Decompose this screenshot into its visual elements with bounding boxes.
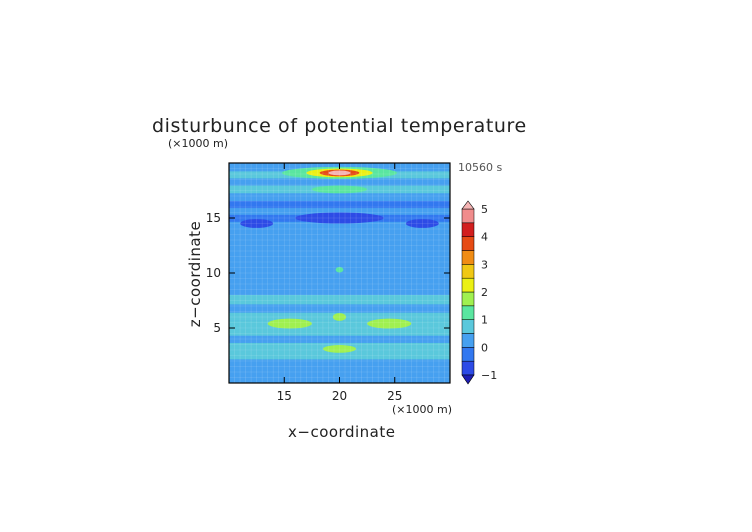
heatmap-band bbox=[229, 193, 450, 201]
heatmap-band bbox=[229, 304, 450, 313]
heatmap-band bbox=[229, 350, 450, 360]
time-label: 10560 s bbox=[458, 161, 503, 174]
chart-title: disturbunce of potential temperature bbox=[152, 115, 527, 137]
heatmap-feature bbox=[335, 266, 344, 273]
colorbar-tick-label: 3 bbox=[481, 258, 488, 271]
heatmap-feature bbox=[240, 219, 274, 228]
heatmap-band bbox=[229, 295, 450, 305]
colorbar-swatch bbox=[461, 250, 475, 265]
heatmap-band bbox=[229, 335, 450, 343]
heatmap-feature bbox=[295, 212, 384, 224]
heatmap-feature bbox=[311, 185, 368, 194]
colorbar-tick-label: 5 bbox=[481, 203, 488, 216]
heatmap-band bbox=[229, 359, 450, 369]
colorbar-swatch bbox=[461, 208, 475, 224]
heatmap-feature bbox=[367, 318, 412, 329]
heatmap-band bbox=[229, 251, 450, 262]
y-axis-unit: (×1000 m) bbox=[168, 137, 229, 150]
heatmap-feature bbox=[322, 345, 357, 353]
heatmap-band bbox=[229, 208, 450, 215]
heatmap-feature bbox=[267, 318, 312, 329]
heatmap-band bbox=[229, 178, 450, 186]
heatmap-band bbox=[229, 240, 450, 251]
y-tick-label: 15 bbox=[206, 211, 221, 225]
heatmap-band bbox=[229, 328, 450, 336]
heatmap-band bbox=[229, 200, 450, 209]
colorbar-tick-label: 0 bbox=[481, 341, 488, 354]
y-tick-label: 10 bbox=[206, 266, 221, 280]
colorbar-bottom-arrow bbox=[461, 374, 475, 385]
colorbar-swatch bbox=[461, 319, 475, 334]
colorbar-swatch bbox=[461, 347, 475, 362]
colorbar-swatch bbox=[461, 264, 475, 279]
heatmap-band bbox=[229, 320, 450, 329]
colorbar-tick-label: 4 bbox=[481, 231, 488, 244]
colorbar-tick-label: 1 bbox=[481, 314, 488, 327]
colorbar-swatch bbox=[461, 305, 475, 320]
x-tick-label: 25 bbox=[387, 389, 402, 403]
heatmap-band bbox=[229, 221, 450, 231]
colorbar-swatch bbox=[461, 333, 475, 348]
x-tick-label: 15 bbox=[277, 389, 292, 403]
x-tick-label: 20 bbox=[332, 389, 347, 403]
heatmap-band bbox=[229, 230, 450, 240]
colorbar-swatch bbox=[461, 236, 475, 251]
heatmap-field bbox=[228, 162, 451, 384]
heatmap-band bbox=[229, 273, 450, 284]
colorbar-swatch bbox=[461, 277, 475, 293]
heatmap-band bbox=[229, 368, 450, 375]
colorbar: 5 4 3 2 1 0 −1 bbox=[461, 200, 497, 385]
colorbar-tick-label: −1 bbox=[481, 369, 497, 382]
x-axis-unit: (×1000 m) bbox=[392, 403, 453, 416]
colorbar-swatch bbox=[461, 360, 475, 376]
heatmap-feature bbox=[328, 170, 351, 176]
colorbar-top-arrow bbox=[461, 200, 475, 210]
heatmap-feature bbox=[405, 219, 439, 228]
colorbar-swatch bbox=[461, 291, 475, 307]
y-tick-label: 5 bbox=[213, 321, 221, 335]
heatmap-band bbox=[229, 284, 450, 295]
x-axis-label: x−coordinate bbox=[288, 423, 396, 441]
heatmap-feature bbox=[332, 313, 347, 321]
colorbar-swatch bbox=[461, 222, 475, 237]
colorbar-tick-label: 2 bbox=[481, 286, 488, 299]
axis-ticks: 15 20 25 5 10 15 bbox=[206, 163, 450, 403]
